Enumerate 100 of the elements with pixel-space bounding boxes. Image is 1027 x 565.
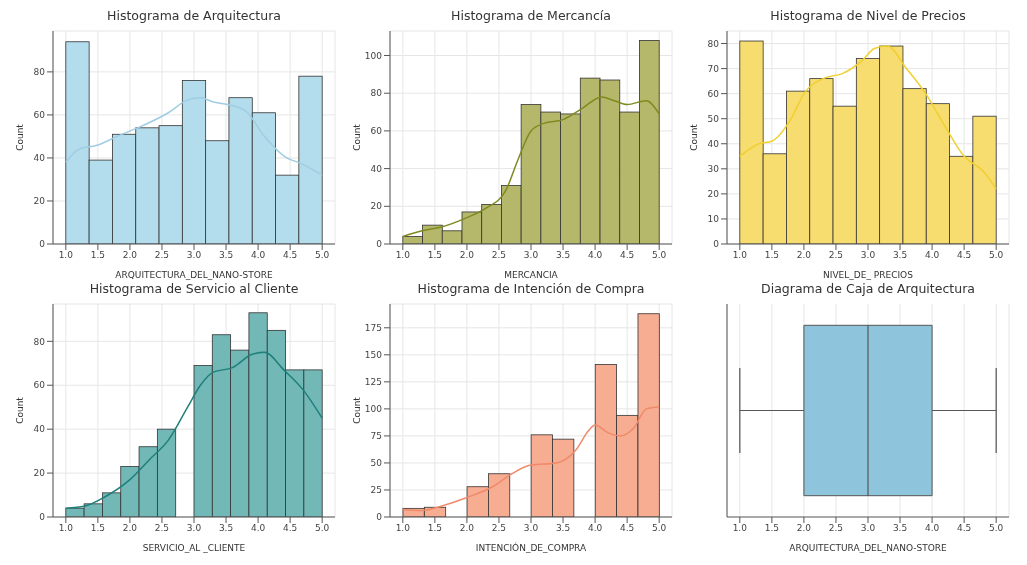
x-tick-label: 1.5 <box>427 250 443 261</box>
x-tick-label: 1.0 <box>732 250 748 261</box>
x-tick-label: 4.5 <box>282 523 298 534</box>
line-series <box>739 45 997 190</box>
y-tick-label: 100 <box>364 404 383 415</box>
y-tick-label: 80 <box>707 38 720 49</box>
x-tick-label: 1.5 <box>427 523 443 534</box>
x-tick-label: 4.5 <box>282 250 298 261</box>
x-tick-label: 4.0 <box>587 523 603 534</box>
y-tick-label: 30 <box>707 164 720 175</box>
x-tick-label: 5.0 <box>315 250 330 261</box>
chart-title: Histograma de Intención de Compra <box>416 281 646 298</box>
y-tick-label: 0 <box>713 239 720 250</box>
chart-title: Histograma de Nivel de Precios <box>769 8 967 25</box>
y-tick-label: 60 <box>370 126 383 137</box>
y-axis-title: Count <box>15 396 26 424</box>
y-tick-label: 80 <box>33 67 46 78</box>
chart-title: Histograma de Mercancía <box>450 8 612 25</box>
x-tick-label: 4.0 <box>924 523 940 534</box>
x-tick-label: 2.0 <box>796 523 812 534</box>
x-tick-label: 3.0 <box>860 250 876 261</box>
y-tick-label: 70 <box>707 63 720 74</box>
y-tick-label: 40 <box>33 153 46 164</box>
x-tick-label: 2.5 <box>828 523 844 534</box>
x-tick-label: 3.5 <box>555 250 571 261</box>
x-tick-label: 2.0 <box>796 250 812 261</box>
x-tick-label: 5.0 <box>989 250 1004 261</box>
y-tick-label: 60 <box>33 110 46 121</box>
y-axis-title: Count <box>352 396 363 424</box>
y-axis-title: Count <box>689 123 700 151</box>
chart-title: Histograma de Arquitectura <box>106 8 282 25</box>
y-tick-label: 20 <box>707 189 720 200</box>
x-axis-title: ARQUITECTURA_DEL_NANO-STORE <box>789 543 948 553</box>
y-tick-label: 20 <box>370 201 383 212</box>
y-tick-label: 150 <box>364 350 383 361</box>
x-tick-label: 2.5 <box>491 523 507 534</box>
x-tick-label: 3.0 <box>523 250 539 261</box>
x-tick-label: 5.0 <box>989 523 1004 534</box>
line-series <box>65 96 323 176</box>
x-tick-label: 1.5 <box>764 523 780 534</box>
x-tick-label: 3.5 <box>892 250 908 261</box>
x-tick-label: 4.0 <box>924 250 940 261</box>
x-tick-label: 3.5 <box>892 523 908 534</box>
chart-title: Diagrama de Caja de Arquitectura <box>760 281 976 298</box>
x-tick-label: 2.5 <box>491 250 507 261</box>
y-tick-label: 50 <box>707 113 720 124</box>
x-tick-label: 3.5 <box>555 523 571 534</box>
x-tick-label: 1.5 <box>90 523 106 534</box>
x-tick-label: 2.0 <box>122 250 138 261</box>
x-tick-label: 2.5 <box>154 250 170 261</box>
x-axis-title: MERCANCIA <box>504 270 559 280</box>
x-tick-label: 1.0 <box>732 523 748 534</box>
x-tick-label: 5.0 <box>652 523 667 534</box>
y-tick-label: 0 <box>376 512 383 523</box>
y-tick-label: 40 <box>707 138 720 149</box>
y-tick-label: 80 <box>370 88 383 99</box>
y-tick-label: 25 <box>370 485 382 496</box>
y-tick-label: 20 <box>33 468 46 479</box>
y-tick-label: 125 <box>364 377 382 388</box>
x-tick-label: 3.5 <box>218 523 234 534</box>
y-axis-title: Count <box>352 123 363 151</box>
x-axis-title: NIVEL_DE_ PRECIOS <box>823 270 914 280</box>
y-tick-label: 0 <box>376 239 383 250</box>
x-tick-label: 3.0 <box>186 523 202 534</box>
x-tick-label: 3.5 <box>218 250 234 261</box>
x-tick-label: 2.5 <box>154 523 170 534</box>
x-tick-label: 4.5 <box>619 523 635 534</box>
x-tick-label: 1.0 <box>395 523 411 534</box>
y-tick-label: 60 <box>33 380 46 391</box>
x-tick-label: 4.0 <box>250 523 266 534</box>
x-tick-label: 2.0 <box>459 523 475 534</box>
x-tick-label: 4.5 <box>956 523 972 534</box>
x-tick-label: 3.0 <box>186 250 202 261</box>
y-tick-label: 0 <box>39 512 46 523</box>
x-tick-label: 4.0 <box>250 250 266 261</box>
x-tick-label: 2.5 <box>828 250 844 261</box>
x-tick-label: 5.0 <box>652 250 667 261</box>
y-tick-label: 0 <box>39 239 46 250</box>
y-tick-label: 40 <box>370 163 383 174</box>
x-tick-label: 1.0 <box>58 250 74 261</box>
x-tick-label: 1.5 <box>90 250 106 261</box>
x-tick-label: 4.5 <box>956 250 972 261</box>
x-tick-label: 4.5 <box>619 250 635 261</box>
x-axis-title: SERVICIO_AL _CLIENTE <box>142 543 246 553</box>
chart-title: Histograma de Servicio al Cliente <box>88 281 300 298</box>
y-tick-label: 20 <box>33 196 46 207</box>
y-tick-label: 60 <box>707 88 720 99</box>
x-tick-label: 1.0 <box>58 523 74 534</box>
x-tick-label: 5.0 <box>315 523 330 534</box>
y-tick-label: 40 <box>33 424 46 435</box>
y-tick-label: 100 <box>364 50 383 61</box>
x-axis-title: ARQUITECTURA_DEL_NANO-STORE <box>115 270 274 280</box>
x-tick-label: 3.0 <box>523 523 539 534</box>
x-tick-label: 4.0 <box>587 250 603 261</box>
x-tick-label: 1.0 <box>395 250 411 261</box>
y-tick-label: 10 <box>707 214 720 225</box>
y-tick-label: 80 <box>33 336 46 347</box>
x-tick-label: 2.0 <box>459 250 475 261</box>
y-tick-label: 75 <box>370 431 382 442</box>
x-tick-label: 3.0 <box>860 523 876 534</box>
